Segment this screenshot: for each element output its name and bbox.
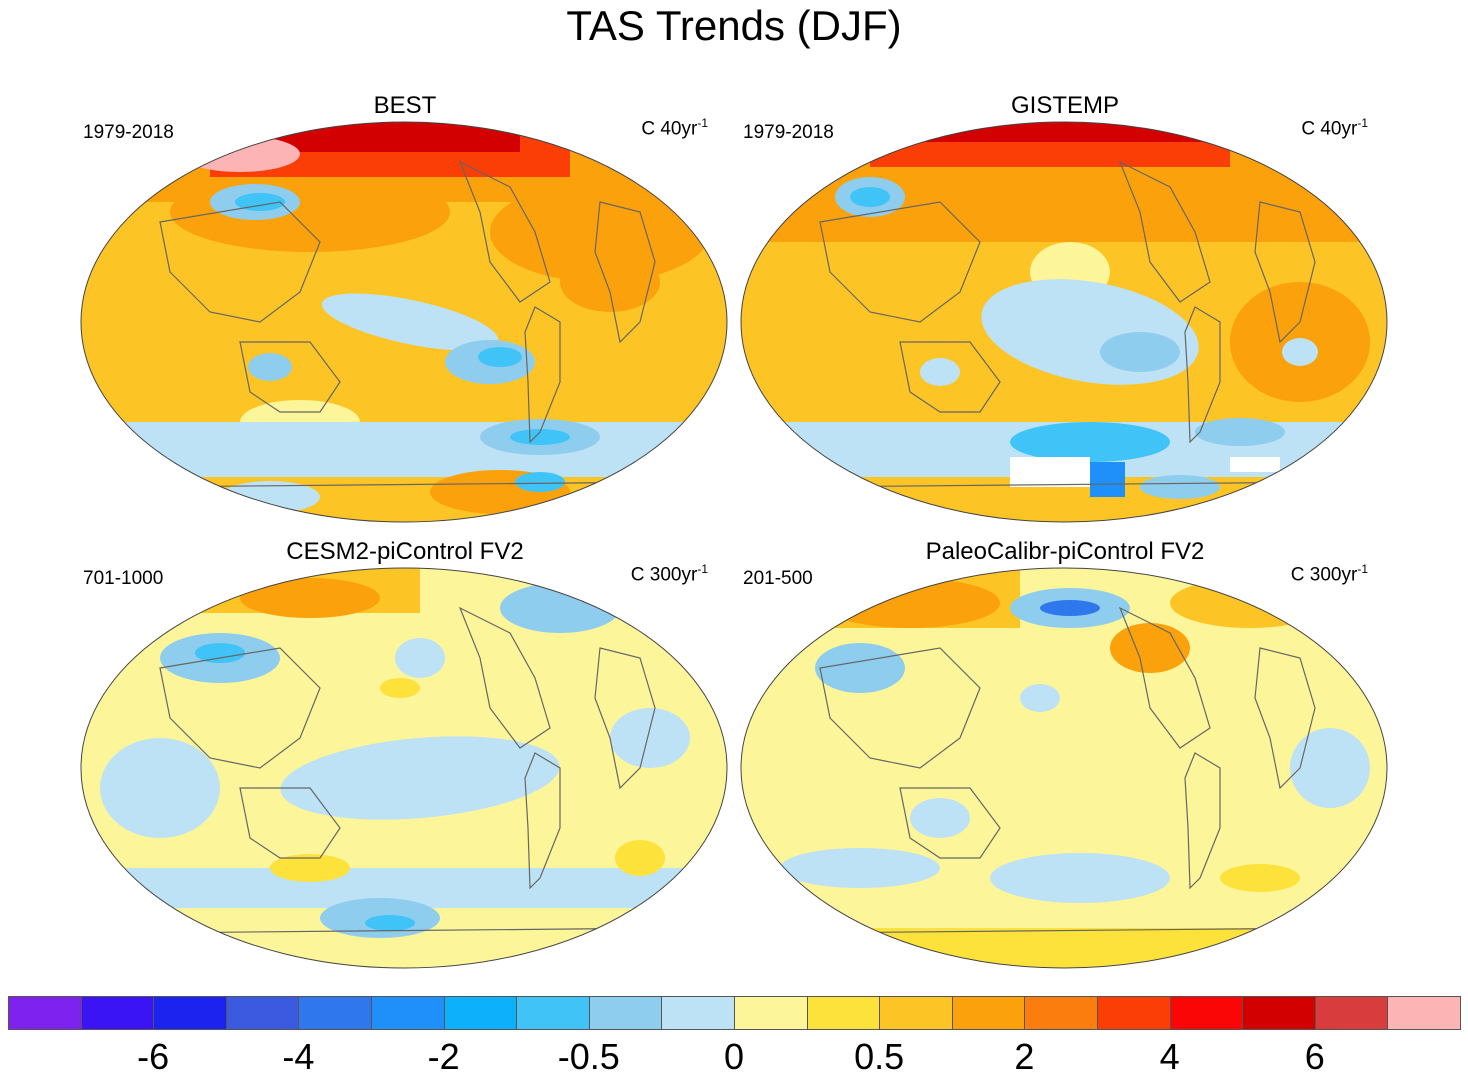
panel-title: BEST	[373, 92, 437, 119]
panel-best: BEST 1979-2018 C 40yr-1	[80, 92, 730, 542]
colorbar-box	[516, 996, 590, 1030]
colorbar-box	[225, 996, 300, 1030]
map-best	[80, 121, 728, 523]
map-paleocalibr	[740, 567, 1388, 969]
colorbar-tick-label: -4	[282, 1036, 315, 1077]
colorbar-tick-label: 0.5	[854, 1036, 905, 1077]
colorbar-box	[951, 996, 1026, 1030]
panel-title: CESM2-piControl FV2	[286, 538, 524, 565]
colorbar-box	[153, 996, 227, 1030]
panel-paleocalibr: PaleoCalibr-piControl FV2 201-500 C 300y…	[740, 538, 1390, 988]
units-label: C 40yr-1	[1301, 116, 1368, 140]
panel-cesm2: CESM2-piControl FV2 701-1000 C 300yr-1	[80, 538, 730, 988]
colorbar-box	[1387, 996, 1461, 1030]
units-label: C 300yr-1	[630, 562, 708, 586]
colorbar-box	[1242, 996, 1316, 1030]
colorbar-tick-label: -6	[137, 1036, 170, 1077]
panel-gistemp: GISTEMP 1979-2018 C 40yr-1	[740, 92, 1390, 542]
colorbar-box	[1169, 996, 1244, 1030]
figure-title: TAS Trends (DJF)	[566, 2, 902, 49]
colorbar-tick-label: -0.5	[557, 1036, 620, 1077]
colorbar-box	[588, 996, 663, 1030]
period-label: 1979-2018	[83, 122, 174, 143]
colorbar-tick-label: 6	[1304, 1036, 1325, 1077]
colorbar-box	[1024, 996, 1098, 1030]
colorbar-tick-label: 4	[1159, 1036, 1180, 1077]
colorbar	[8, 996, 1461, 1030]
colorbar-box	[443, 996, 518, 1030]
colorbar-box	[806, 996, 881, 1030]
colorbar-box	[371, 996, 445, 1030]
panel-title: PaleoCalibr-piControl FV2	[925, 538, 1205, 565]
period-label: 701-1000	[83, 568, 164, 589]
map-cesm2	[80, 567, 728, 969]
units-label: C 300yr-1	[1290, 562, 1368, 586]
panel-title: GISTEMP	[1010, 92, 1119, 119]
colorbar-tick-label: 0	[723, 1036, 745, 1077]
colorbar-box	[8, 996, 82, 1030]
period-label: 201-500	[743, 568, 813, 589]
colorbar-box	[80, 996, 155, 1030]
colorbar-tick-label: 2	[1014, 1036, 1035, 1077]
colorbar-box	[879, 996, 953, 1030]
period-label: 1979-2018	[743, 122, 834, 143]
colorbar-tick-label: -2	[427, 1036, 460, 1077]
units-label: C 40yr-1	[641, 116, 708, 140]
map-gistemp	[740, 121, 1388, 523]
colorbar-box	[1314, 996, 1389, 1030]
colorbar-box	[1097, 996, 1171, 1030]
colorbar-box	[298, 996, 372, 1030]
colorbar-box	[661, 996, 735, 1030]
colorbar-box	[734, 996, 808, 1030]
